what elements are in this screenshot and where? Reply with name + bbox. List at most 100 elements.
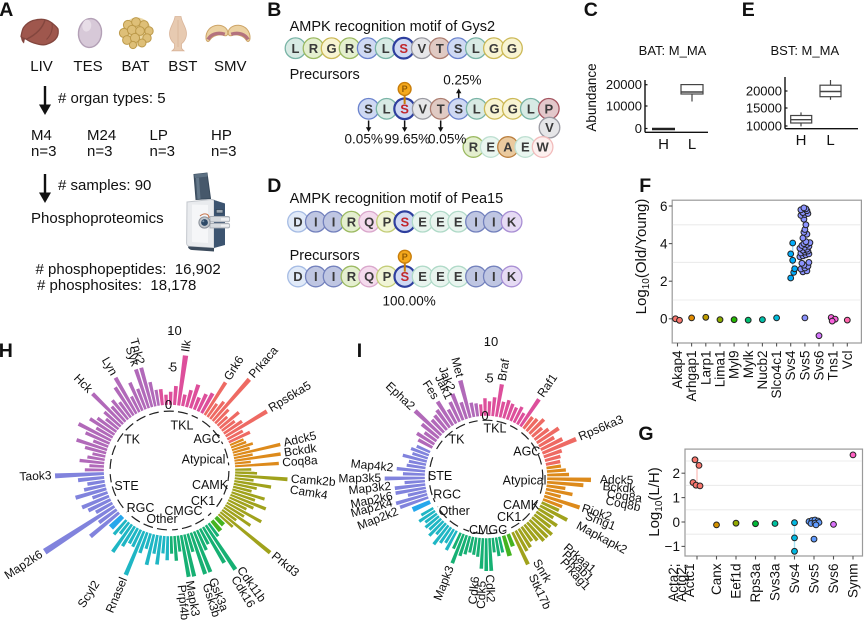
svg-text:Other: Other — [439, 504, 470, 518]
svg-text:L: L — [527, 101, 535, 116]
svg-text:R: R — [347, 269, 357, 284]
svg-text:I: I — [492, 269, 496, 284]
svg-text:TK: TK — [124, 432, 141, 446]
svg-text:Rps6ka5: Rps6ka5 — [266, 378, 314, 415]
svg-text:Bckdk: Bckdk — [602, 479, 637, 496]
svg-text:AGC: AGC — [193, 432, 220, 446]
svg-text:Prkaca: Prkaca — [246, 343, 281, 381]
svg-text:Syk: Syk — [123, 345, 143, 369]
svg-text:Map3k2: Map3k2 — [348, 479, 392, 497]
svg-text:Svs4: Svs4 — [783, 350, 798, 381]
svg-text:G: G — [508, 101, 518, 116]
svg-text:0: 0 — [672, 515, 680, 530]
svg-text:P: P — [402, 252, 408, 262]
svg-text:R: R — [347, 214, 357, 229]
svg-text:TKL: TKL — [484, 421, 507, 435]
svg-text:Arhgap1: Arhgap1 — [684, 351, 699, 402]
svg-text:TK: TK — [449, 433, 466, 447]
svg-text:Log10(Old/Young): Log10(Old/Young) — [633, 199, 652, 315]
svg-text:Cdk2: Cdk2 — [483, 574, 498, 603]
svg-text:S: S — [400, 101, 409, 116]
svg-text:R: R — [309, 41, 319, 56]
svg-text:H: H — [796, 132, 807, 149]
svg-text:5: 5 — [170, 359, 177, 374]
svg-text:10: 10 — [484, 334, 498, 349]
svg-text:Bckdk: Bckdk — [283, 441, 318, 460]
svg-text:Cdk5: Cdk5 — [474, 580, 489, 609]
svg-text:Precursors: Precursors — [290, 248, 360, 264]
svg-text:4: 4 — [660, 236, 668, 251]
svg-text:L: L — [472, 41, 480, 56]
svg-text:Lyn: Lyn — [99, 355, 121, 378]
svg-text:E: E — [418, 269, 427, 284]
svg-text:Rps3a: Rps3a — [748, 563, 763, 603]
svg-text:Mylk: Mylk — [741, 350, 756, 378]
svg-text:Prkd3: Prkd3 — [269, 549, 302, 580]
svg-text:10000: 10000 — [606, 99, 642, 114]
svg-text:1: 1 — [672, 490, 680, 505]
svg-text:Coq8b: Coq8b — [604, 494, 642, 515]
svg-text:5: 5 — [486, 370, 493, 385]
svg-text:6: 6 — [660, 199, 668, 214]
svg-text:Taok3: Taok3 — [19, 468, 52, 484]
svg-text:V: V — [545, 120, 554, 135]
svg-text:Svs5: Svs5 — [797, 351, 812, 381]
svg-text:Akap4: Akap4 — [670, 350, 685, 389]
svg-text:−1: −1 — [665, 539, 680, 554]
svg-text:E: E — [454, 214, 463, 229]
svg-text:Eef1d: Eef1d — [729, 564, 744, 599]
svg-text:E: E — [436, 214, 445, 229]
svg-text:CMGC: CMGC — [469, 523, 507, 537]
svg-text:Log10(L/H): Log10(L/H) — [646, 467, 665, 537]
svg-text:0.05%: 0.05% — [345, 132, 383, 147]
svg-text:L: L — [383, 101, 391, 116]
svg-text:Scyl2: Scyl2 — [75, 578, 103, 611]
svg-text:Myl9: Myl9 — [727, 351, 742, 380]
svg-text:Map4k2: Map4k2 — [350, 456, 394, 474]
svg-text:STE: STE — [114, 479, 138, 493]
svg-text:I: I — [332, 214, 336, 229]
svg-text:Svs3a: Svs3a — [768, 563, 783, 601]
svg-text:20000: 20000 — [606, 77, 642, 92]
svg-text:Svs4: Svs4 — [787, 563, 802, 594]
svg-text:0: 0 — [481, 408, 488, 423]
svg-text:Q: Q — [364, 269, 374, 284]
svg-text:2: 2 — [660, 274, 668, 289]
svg-text:S: S — [399, 41, 408, 56]
svg-text:Svs6: Svs6 — [812, 351, 827, 381]
svg-text:I: I — [474, 269, 478, 284]
svg-text:Atypical: Atypical — [503, 474, 547, 488]
svg-text:Nucb2: Nucb2 — [755, 351, 770, 390]
svg-text:S: S — [400, 269, 409, 284]
svg-text:Grk6: Grk6 — [221, 353, 247, 383]
svg-text:Lima1: Lima1 — [713, 351, 728, 388]
svg-text:L: L — [688, 136, 696, 153]
svg-text:Slco4c1: Slco4c1 — [769, 351, 784, 399]
svg-text:Map3k5: Map3k5 — [338, 471, 381, 486]
svg-text:E: E — [436, 269, 445, 284]
svg-text:Camk4: Camk4 — [289, 482, 329, 502]
svg-text:I: I — [474, 214, 478, 229]
svg-text:V: V — [417, 41, 426, 56]
svg-text:I: I — [332, 269, 336, 284]
svg-text:W: W — [536, 140, 549, 155]
svg-text:Ilk: Ilk — [178, 338, 194, 353]
svg-text:T: T — [436, 41, 444, 56]
svg-text:L: L — [382, 41, 390, 56]
svg-text:0: 0 — [165, 397, 172, 412]
svg-text:BST: M_MA: BST: M_MA — [770, 43, 839, 58]
svg-text:G: G — [507, 41, 517, 56]
svg-text:Svs6: Svs6 — [826, 564, 841, 594]
svg-text:AMPK recognition motif of Pea1: AMPK recognition motif of Pea15 — [290, 191, 504, 207]
svg-text:10000: 10000 — [746, 119, 782, 134]
svg-text:K: K — [507, 214, 517, 229]
svg-text:Q: Q — [364, 214, 374, 229]
svg-text:0.25%: 0.25% — [443, 73, 481, 88]
svg-text:Tnk2: Tnk2 — [127, 337, 148, 367]
svg-text:T: T — [437, 101, 445, 116]
svg-text:I: I — [492, 214, 496, 229]
svg-text:Rps6ka3: Rps6ka3 — [576, 412, 625, 443]
svg-text:99.65%: 99.65% — [384, 132, 430, 147]
svg-text:R: R — [469, 140, 479, 155]
svg-text:Actg2;: Actg2; — [674, 564, 689, 602]
